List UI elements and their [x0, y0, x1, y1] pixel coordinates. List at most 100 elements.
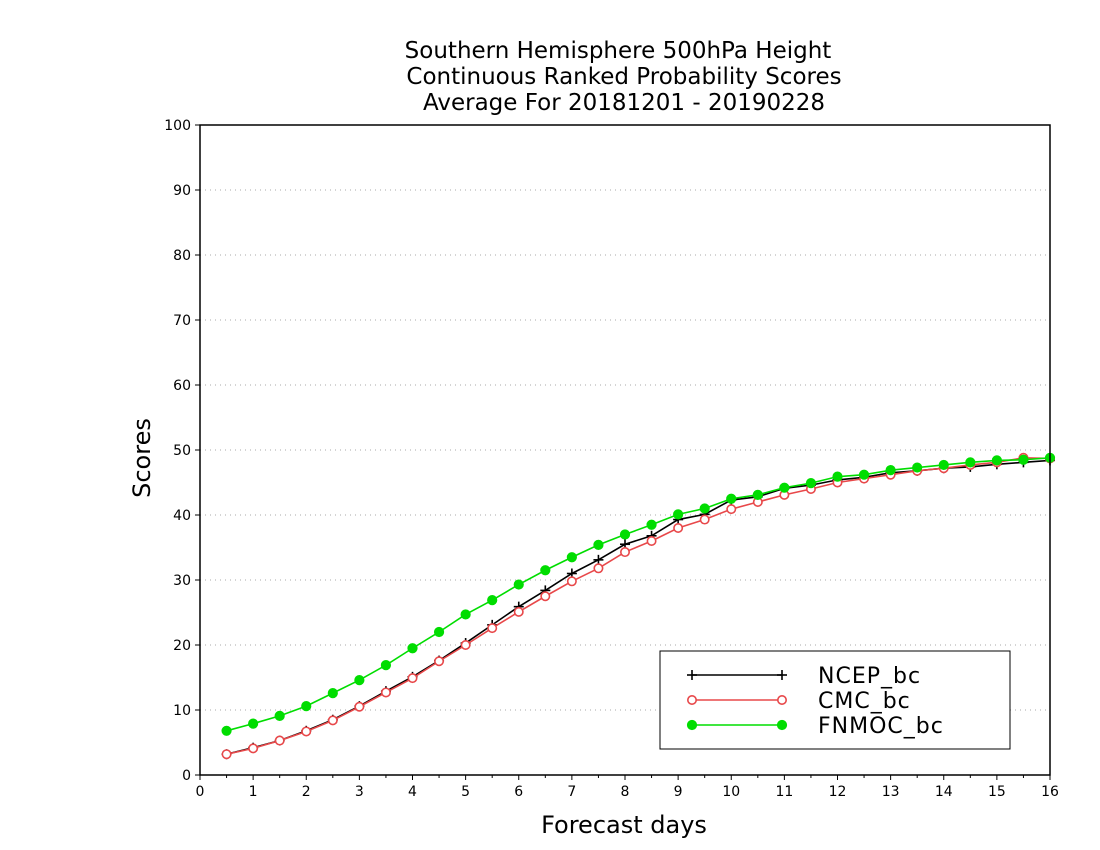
y-tick-label-30: 30: [173, 573, 191, 589]
data-point-fnmoc-bc: [566, 552, 577, 563]
y-tick-label-10: 10: [173, 703, 191, 719]
x-tick-label-5: 5: [461, 784, 470, 800]
legend-label-fnmoc-bc: FNMOC_bc: [818, 714, 944, 739]
y-tick-label-60: 60: [173, 378, 191, 394]
y-tick-label-70: 70: [173, 313, 191, 329]
data-point-cmc-bc: [407, 673, 418, 684]
data-point-fnmoc-bc: [1018, 454, 1029, 465]
x-tick-label-4: 4: [408, 784, 417, 800]
x-tick-label-6: 6: [514, 784, 523, 800]
x-tick-label-1: 1: [249, 784, 258, 800]
data-point-fnmoc-bc: [354, 675, 365, 686]
data-point-ncep-bc: [593, 554, 604, 565]
data-point-fnmoc-bc: [726, 493, 737, 504]
y-tick-label-100: 100: [164, 118, 191, 134]
y-tick-label-90: 90: [173, 183, 191, 199]
data-point-fnmoc-bc: [513, 579, 524, 590]
data-point-cmc-bc: [673, 522, 684, 533]
data-point-cmc-bc: [354, 701, 365, 712]
data-point-cmc-bc: [540, 591, 551, 602]
x-tick-label-2: 2: [302, 784, 311, 800]
x-tick-label-11: 11: [775, 784, 793, 800]
y-tick-label-80: 80: [173, 248, 191, 264]
data-point-fnmoc-bc: [912, 462, 923, 473]
plot-frame: [199, 124, 1051, 776]
data-point-fnmoc-bc: [752, 489, 763, 500]
data-point-fnmoc-bc: [965, 457, 976, 468]
series-fnmoc-bc: [221, 452, 1056, 736]
x-tick-label-10: 10: [722, 784, 740, 800]
data-point-fnmoc-bc: [885, 465, 896, 476]
x-axis-label: Forecast days: [541, 811, 707, 839]
data-point-cmc-bc: [380, 687, 391, 698]
legend-marker: [776, 694, 787, 705]
x-tick-label-16: 16: [1041, 784, 1059, 800]
data-point-fnmoc-bc: [248, 718, 259, 729]
data-point-fnmoc-bc: [540, 565, 551, 576]
legend-item-ncep-bc: NCEP_bc: [687, 664, 921, 689]
data-point-cmc-bc: [301, 726, 312, 737]
y-tick-label-50: 50: [173, 443, 191, 459]
data-point-cmc-bc: [566, 576, 577, 587]
data-point-fnmoc-bc: [274, 710, 285, 721]
x-tick-label-9: 9: [674, 784, 683, 800]
data-point-fnmoc-bc: [407, 643, 418, 654]
data-point-cmc-bc: [646, 535, 657, 546]
legend-label-cmc-bc: CMC_bc: [818, 689, 911, 714]
gridlines: [200, 189, 1050, 711]
x-tick-label-12: 12: [829, 784, 847, 800]
chart-title-line-2: Continuous Ranked Probability Scores: [406, 64, 841, 90]
data-point-fnmoc-bc: [673, 509, 684, 520]
data-point-cmc-bc: [327, 715, 338, 726]
data-point-cmc-bc: [726, 504, 737, 515]
y-tick-label-20: 20: [173, 638, 191, 654]
x-tick-label-3: 3: [355, 784, 364, 800]
data-point-fnmoc-bc: [460, 609, 471, 620]
data-point-cmc-bc: [593, 563, 604, 574]
data-point-fnmoc-bc: [805, 478, 817, 489]
y-axis-label: Scores: [128, 418, 156, 498]
legend-marker: [687, 670, 697, 680]
legend-item-cmc-bc: CMC_bc: [686, 689, 911, 714]
data-point-fnmoc-bc: [858, 469, 870, 480]
y-tick-label-0: 0: [182, 768, 191, 784]
x-tick-label-15: 15: [988, 784, 1006, 800]
data-point-cmc-bc: [221, 749, 232, 760]
data-point-fnmoc-bc: [991, 455, 1002, 466]
data-point-fnmoc-bc: [619, 529, 631, 540]
legend-marker: [686, 719, 698, 731]
data-point-fnmoc-bc: [301, 701, 312, 712]
y-tick-label-40: 40: [173, 508, 191, 524]
data-point-cmc-bc: [248, 743, 259, 754]
data-point-cmc-bc: [699, 514, 710, 525]
series-cmc-bc: [221, 452, 1056, 760]
data-point-cmc-bc: [460, 639, 471, 650]
data-point-cmc-bc: [619, 547, 630, 558]
data-point-fnmoc-bc: [938, 459, 949, 471]
data-point-fnmoc-bc: [646, 519, 657, 530]
data-point-cmc-bc: [434, 656, 445, 667]
x-tick-label-7: 7: [567, 784, 576, 800]
legend-item-fnmoc-bc: FNMOC_bc: [686, 714, 944, 739]
legend-marker: [776, 719, 788, 731]
data-point-cmc-bc: [274, 735, 285, 746]
data-point-fnmoc-bc: [779, 482, 790, 493]
legend-label-ncep-bc: NCEP_bc: [818, 664, 921, 689]
chart-title-line-1: Southern Hemisphere 500hPa Height: [405, 38, 832, 64]
legend-marker: [777, 670, 787, 680]
data-point-fnmoc-bc: [327, 688, 338, 699]
chart-title-line-3: Average For 20181201 - 20190228: [423, 90, 825, 116]
data-point-cmc-bc: [487, 623, 498, 634]
data-point-fnmoc-bc: [699, 503, 710, 514]
data-point-fnmoc-bc: [380, 660, 392, 671]
x-tick-label-14: 14: [935, 784, 953, 800]
x-tick-label-13: 13: [882, 784, 900, 800]
data-point-fnmoc-bc: [832, 471, 843, 482]
data-point-cmc-bc: [513, 606, 524, 617]
data-point-fnmoc-bc: [593, 539, 604, 551]
data-point-fnmoc-bc: [433, 626, 445, 638]
x-tick-label-8: 8: [621, 784, 630, 800]
